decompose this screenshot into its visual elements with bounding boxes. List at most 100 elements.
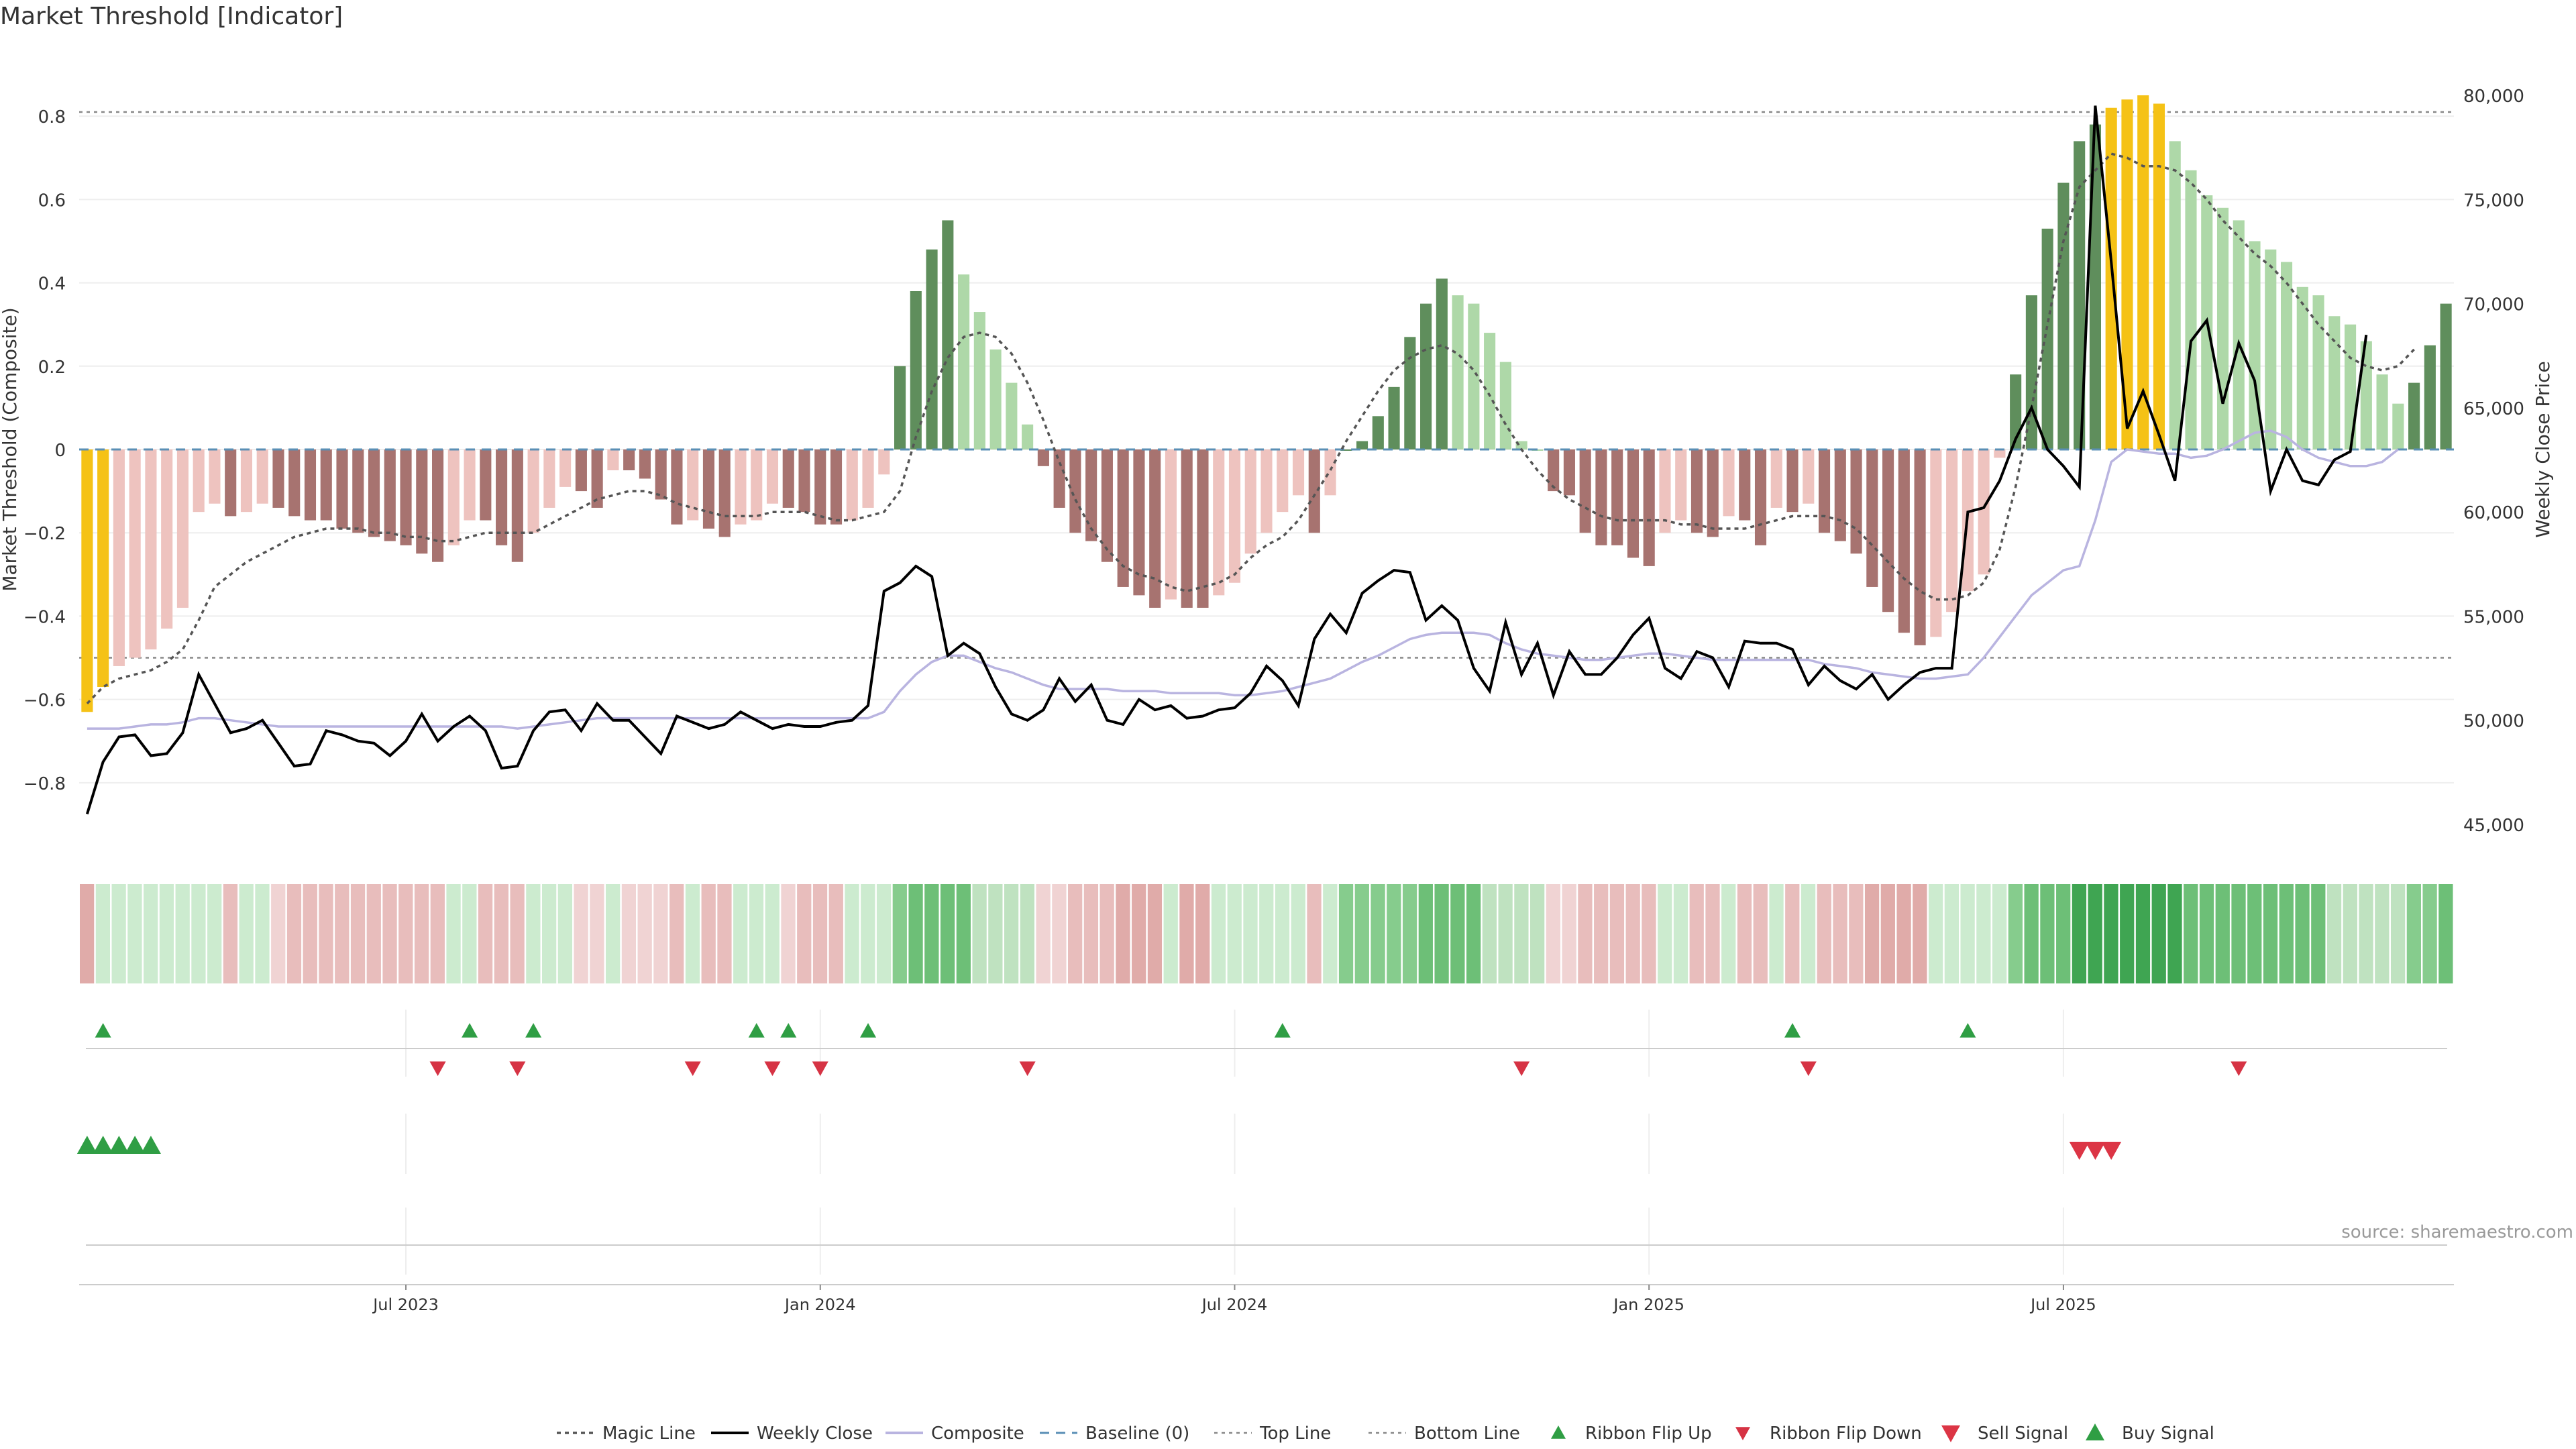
ribbon-cell [1546,884,1561,983]
ribbon-cell [541,884,557,983]
y-right-axis-label: Weekly Close Price [2532,361,2554,537]
composite-bar [798,449,810,513]
ribbon-cell [2279,884,2294,983]
x-tick-label: Jul 2023 [372,1295,439,1314]
composite-bar [2121,99,2133,449]
composite-bar [1244,449,1256,554]
composite-bar [304,449,317,521]
composite-bar [1356,441,1368,449]
ribbon-cell [1625,884,1640,983]
composite-bar [1866,449,1878,587]
composite-bar [256,449,268,504]
composite-bar [559,449,572,487]
ribbon-flip-up-marker [1274,1023,1291,1038]
ribbon-cell [1418,884,1433,983]
composite-bar [1930,449,1942,637]
y-left-tick-label: 0.2 [38,358,66,378]
buy-signal-marker [76,1136,97,1154]
ribbon-cell [111,884,126,983]
composite-bar [1277,449,1289,513]
ribbon-cell [717,884,732,983]
ribbon-cell [366,884,381,983]
ribbon-cell [2184,884,2198,983]
y-right-tick-label: 80,000 [2463,87,2524,107]
y-left-tick-label: −0.4 [23,607,66,627]
composite-bars [81,95,2452,712]
ribbon-cell [2406,884,2421,983]
y-left-tick-label: −0.6 [23,691,66,711]
ribbon-cell [1578,884,1593,983]
ribbon-cell [1673,884,1688,983]
composite-bar [1818,449,1831,533]
ribbon-cell [892,884,907,983]
composite-bar [1260,449,1273,533]
legend-label: Ribbon Flip Up [1585,1424,1712,1444]
composite-bar [320,449,332,521]
composite-bar [2105,107,2117,449]
composite-bar [607,449,619,471]
ribbon-cell [1833,884,1847,983]
composite-line [87,429,2399,730]
ribbon-cell [462,884,477,983]
ribbon-cell [1434,884,1449,983]
ribbon-cell [1769,884,1784,983]
ribbon-cell [2104,884,2118,983]
composite-bar [272,449,284,508]
buy-signal-marker [109,1136,129,1154]
series-lines [79,105,2454,814]
composite-bar [2153,103,2165,450]
composite-bar [2169,141,2181,449]
composite-bar [2328,316,2341,449]
composite-bar [1165,449,1177,600]
ribbon-cell [1243,884,1258,983]
ribbon-cell [2199,884,2214,983]
composite-bar [480,449,492,521]
ribbon-cell [1896,884,1911,983]
ribbon-cell [1913,884,1927,983]
composite-bar [2233,220,2245,449]
ribbon-cell [1960,884,1975,983]
ribbon-flip-up-marker [748,1023,765,1038]
ribbon-cell [956,884,971,983]
y-left-tick-label: −0.8 [23,774,66,794]
y-left-tick-label: −0.2 [23,524,66,544]
ribbon-flip-up-marker [780,1023,797,1038]
ribbon-cell [2040,884,2055,983]
composite-bar [113,449,125,666]
composite-bar [527,449,539,533]
ribbon-cell [1323,884,1338,983]
ribbon-cell [924,884,939,983]
composite-bar [591,449,603,508]
ribbon-cell [414,884,429,983]
composite-bar [782,449,794,508]
composite-bar [1786,449,1799,513]
ribbon-heatmap [80,884,2453,983]
legend-label: Baseline (0) [1085,1424,1189,1444]
composite-bar [2440,303,2452,449]
composite-bar [846,449,858,521]
ribbon-cell [574,884,588,983]
ribbon-cell [1642,884,1656,983]
ribbon-cell [1275,884,1290,983]
ribbon-flip-up-marker [1960,1023,1976,1038]
ribbon-cell [144,884,158,983]
ribbon-cell [1227,884,1242,983]
reference-lines [79,111,2454,659]
ribbon-flip-up-marker [95,1023,111,1038]
ribbon-cell [335,884,350,983]
ribbon-cell [1450,884,1465,983]
composite-bar [2137,95,2149,449]
ribbon-cell [80,884,95,983]
composite-bar [1754,449,1767,545]
composite-bar [209,449,221,504]
ribbon-cell [1083,884,1099,983]
ribbon-cell [2072,884,2087,983]
ribbon-cell [653,884,668,983]
ribbon-cell [1052,884,1067,983]
sell-signal-marker [2085,1142,2106,1160]
composite-bar [989,349,1002,449]
composite-bar [973,312,985,449]
ribbon-cell [1147,884,1163,983]
composite-bar [1563,449,1575,496]
ribbon-flip-down-marker [2231,1061,2247,1076]
